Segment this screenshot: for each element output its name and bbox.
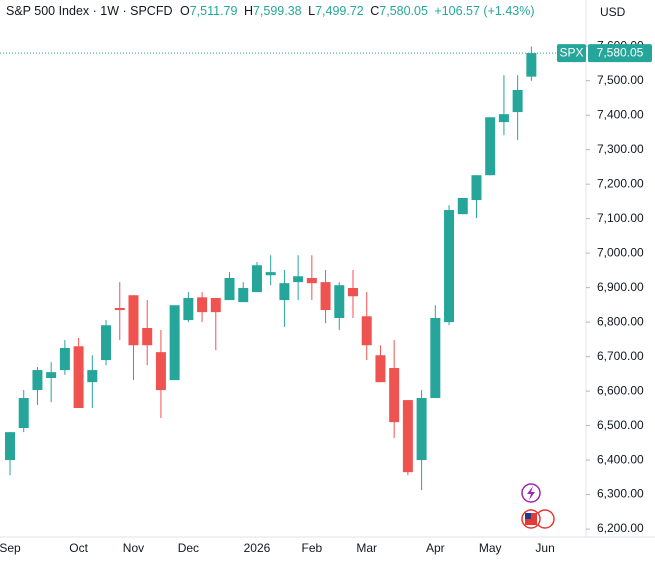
y-tick-label: 7,400.00 — [597, 107, 644, 121]
candle-body — [306, 277, 317, 284]
price-tag — [588, 44, 652, 63]
candle-body — [334, 285, 345, 318]
event-icons — [521, 483, 555, 529]
y-tick-label: 7,100.00 — [597, 211, 644, 225]
candle-body — [183, 297, 194, 321]
y-tick-label: 6,900.00 — [597, 280, 644, 294]
o-label: O — [180, 4, 190, 18]
y-tick-label: 6,200.00 — [597, 521, 644, 535]
candle-body — [46, 372, 57, 379]
candle-body — [73, 346, 84, 409]
l-value: 7,499.72 — [315, 4, 364, 18]
c-value: 7,580.05 — [379, 4, 428, 18]
x-tick-label: Jun — [535, 541, 554, 555]
symbol-label: SPX — [559, 45, 583, 59]
candle-body — [526, 53, 537, 77]
x-tick-label: Mar — [356, 541, 377, 555]
y-tick-label: 6,300.00 — [597, 487, 644, 501]
candle-body — [348, 287, 358, 297]
symbol-tag — [557, 44, 586, 63]
h-value: 7,599.38 — [253, 4, 302, 18]
candle-body — [279, 283, 290, 301]
y-tick-label: 6,500.00 — [597, 418, 644, 432]
x-tick-label: Sep — [0, 541, 21, 555]
candle-body — [293, 276, 304, 283]
l-label: L — [308, 4, 315, 18]
candle-body — [444, 210, 455, 323]
o-value: 7,511.79 — [190, 4, 238, 18]
candle-body — [224, 277, 235, 301]
c-label: C — [370, 4, 379, 18]
candle-body — [416, 398, 427, 461]
h-label: H — [244, 4, 253, 18]
y-tick-label: 7,300.00 — [597, 142, 644, 156]
x-tick-label: Feb — [301, 541, 322, 555]
candle-body — [128, 295, 139, 346]
flag-canton — [525, 513, 531, 519]
x-tick-label: Oct — [69, 541, 88, 555]
candle-body — [471, 175, 482, 201]
candle-body — [169, 305, 180, 381]
candle-body — [320, 282, 331, 311]
candle-body — [87, 370, 98, 383]
candle-body — [498, 114, 509, 123]
candle-body — [251, 265, 262, 293]
candle-body — [375, 355, 386, 383]
candle-body — [485, 117, 496, 176]
y-tick-label: 6,800.00 — [597, 314, 644, 328]
candle-body — [142, 327, 153, 346]
x-tick-label: Dec — [178, 541, 199, 555]
candle-body — [238, 287, 249, 303]
y-tick-label: 6,600.00 — [597, 383, 644, 397]
candle-body — [210, 297, 221, 313]
candle-body — [59, 347, 70, 371]
candle-body — [402, 400, 413, 473]
candle-body — [5, 432, 15, 461]
candle-body — [101, 325, 112, 361]
candle-body — [265, 272, 276, 276]
candle-body — [430, 317, 441, 399]
plot — [5, 46, 537, 491]
header: S&P 500 Index · 1W · SPCFD O7,511.79 H7,… — [6, 4, 535, 18]
candle-body — [32, 370, 43, 391]
x-tick-label: May — [479, 541, 502, 555]
x-tick-label: 2026 — [244, 541, 271, 555]
candle-body — [197, 297, 208, 313]
title: S&P 500 Index · 1W · SPCFD — [6, 4, 173, 18]
y-tick-label: 6,400.00 — [597, 452, 644, 466]
y-tick-label: 6,700.00 — [597, 349, 644, 363]
lightning — [527, 486, 535, 500]
y-tick-label: 7,200.00 — [597, 176, 644, 190]
y-tick-label: 7,500.00 — [597, 73, 644, 87]
candle-body — [18, 398, 29, 429]
y-tick-label: 7,000.00 — [597, 245, 644, 259]
candle-body — [155, 352, 166, 391]
currency: USD — [600, 5, 626, 19]
candle-body — [361, 316, 372, 346]
candle-body — [512, 90, 523, 113]
x-tick-label: Nov — [123, 541, 144, 555]
candle-body — [114, 307, 125, 311]
candle-body — [389, 368, 400, 423]
last-price-label: 7,580.05 — [597, 45, 644, 59]
candle-body — [457, 197, 468, 215]
change: +106.57 (+1.43%) — [434, 4, 534, 18]
x-tick-label: Apr — [426, 541, 445, 555]
